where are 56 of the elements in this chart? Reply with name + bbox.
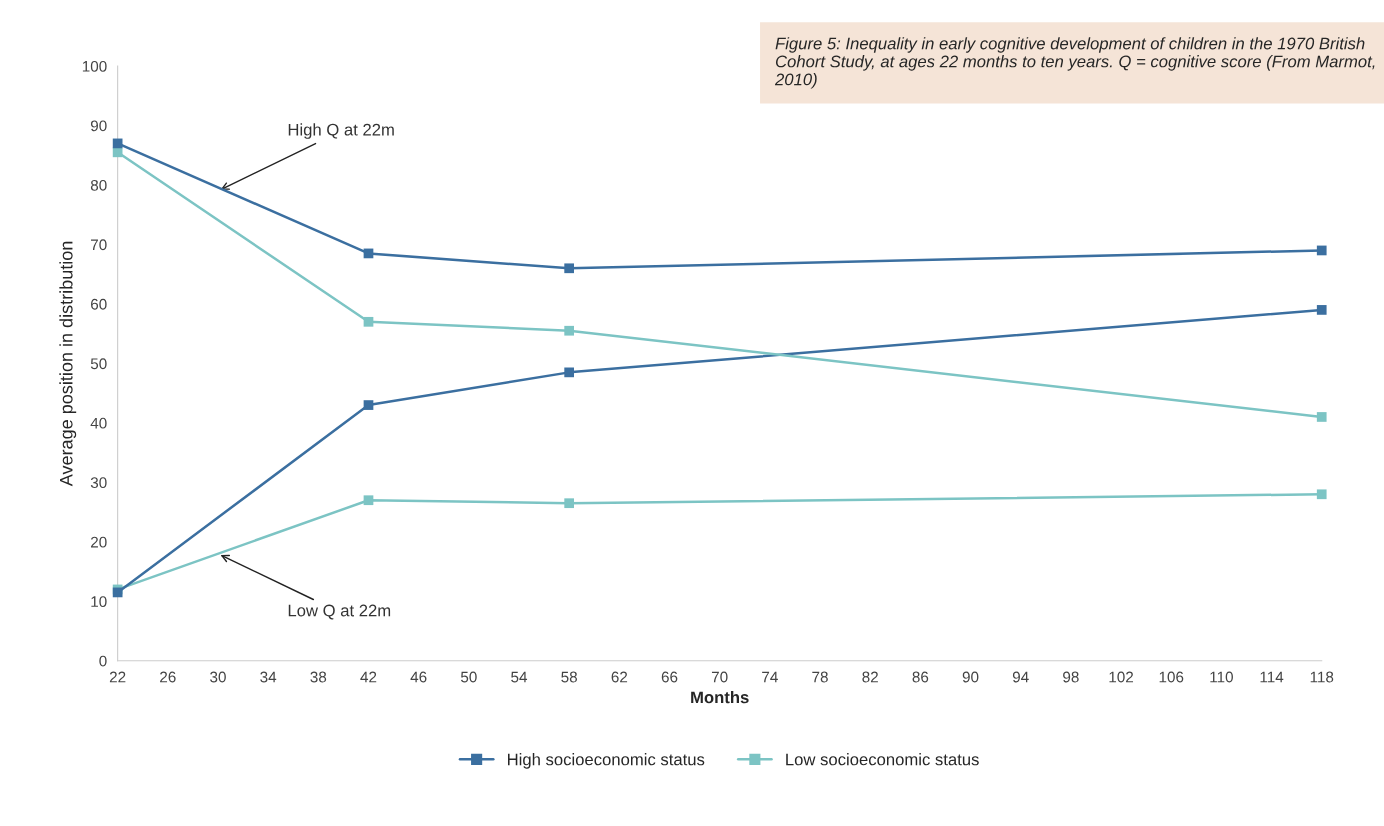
y-tick-label: 10 — [91, 596, 107, 608]
legend-label: Low socioeconomic status — [786, 753, 979, 766]
y-tick-label: 0 — [99, 655, 107, 667]
x-tick-label: 38 — [310, 671, 327, 683]
point — [1316, 245, 1327, 256]
x-tick-label: 110 — [1210, 671, 1233, 683]
chart-title: Figure 5: Inequality in early cognitive development of children in the 1970 British Cohort Study, at ages 22 months to ten years. Q = cognitive score (From Marmot, 2010) — [774, 37, 1375, 89]
point — [1316, 412, 1327, 422]
y-tick-label: 100 — [82, 60, 107, 72]
x-tick-label: 118 — [1310, 671, 1334, 683]
point — [363, 400, 374, 410]
x-tick-label: 22 — [109, 671, 126, 683]
x-tick-label: 58 — [561, 671, 577, 683]
x-tick-label: 62 — [611, 671, 628, 683]
x-tick-label: 26 — [160, 671, 176, 683]
x-tick-label: 42 — [360, 671, 377, 683]
x-tick-label: 54 — [511, 671, 528, 683]
x-tick-label: 86 — [912, 671, 929, 683]
point — [1316, 489, 1327, 500]
legend-label: High socioeconomic status — [508, 753, 705, 769]
point — [564, 263, 575, 274]
y-tick-label: 70 — [91, 239, 107, 251]
x-tick-label: 78 — [812, 671, 828, 683]
x-tick-label: 46 — [410, 671, 427, 683]
point — [112, 147, 123, 158]
annotation: Low Q at 22m — [288, 604, 391, 620]
x-tick-label: 102 — [1109, 671, 1134, 683]
annotation: High Q at 22m — [288, 123, 394, 139]
point — [363, 316, 374, 327]
y-tick-label: 60 — [91, 298, 107, 310]
x-axis-title: Months — [691, 691, 749, 704]
x-tick-label: 90 — [962, 671, 979, 683]
x-tick-label: 34 — [260, 671, 277, 683]
x-tick-label: 50 — [460, 671, 477, 683]
x-tick-label: 82 — [862, 671, 878, 683]
x-tick-label: 74 — [762, 671, 778, 683]
x-tick-label: 66 — [661, 671, 678, 683]
point — [363, 495, 374, 506]
y-tick-label: 90 — [90, 120, 107, 132]
point — [564, 367, 575, 378]
x-tick-label: 30 — [210, 671, 226, 683]
point — [564, 325, 575, 336]
point — [564, 498, 575, 509]
y-axis-title: Average position in distribution — [59, 241, 77, 487]
y-tick-label: 20 — [91, 536, 107, 548]
x-tick-label: 114 — [1260, 671, 1284, 683]
x-tick-label: 94 — [1012, 671, 1029, 683]
x-tick-label: 106 — [1159, 671, 1184, 683]
point — [1316, 305, 1327, 315]
y-tick-label: 50 — [90, 358, 107, 370]
point — [112, 138, 123, 149]
y-tick-label: 30 — [90, 477, 107, 489]
y-tick-label: 80 — [90, 179, 107, 191]
x-tick-label: 70 — [711, 671, 728, 683]
x-tick-label: 98 — [1063, 671, 1079, 683]
y-tick-label: 40 — [90, 417, 107, 429]
